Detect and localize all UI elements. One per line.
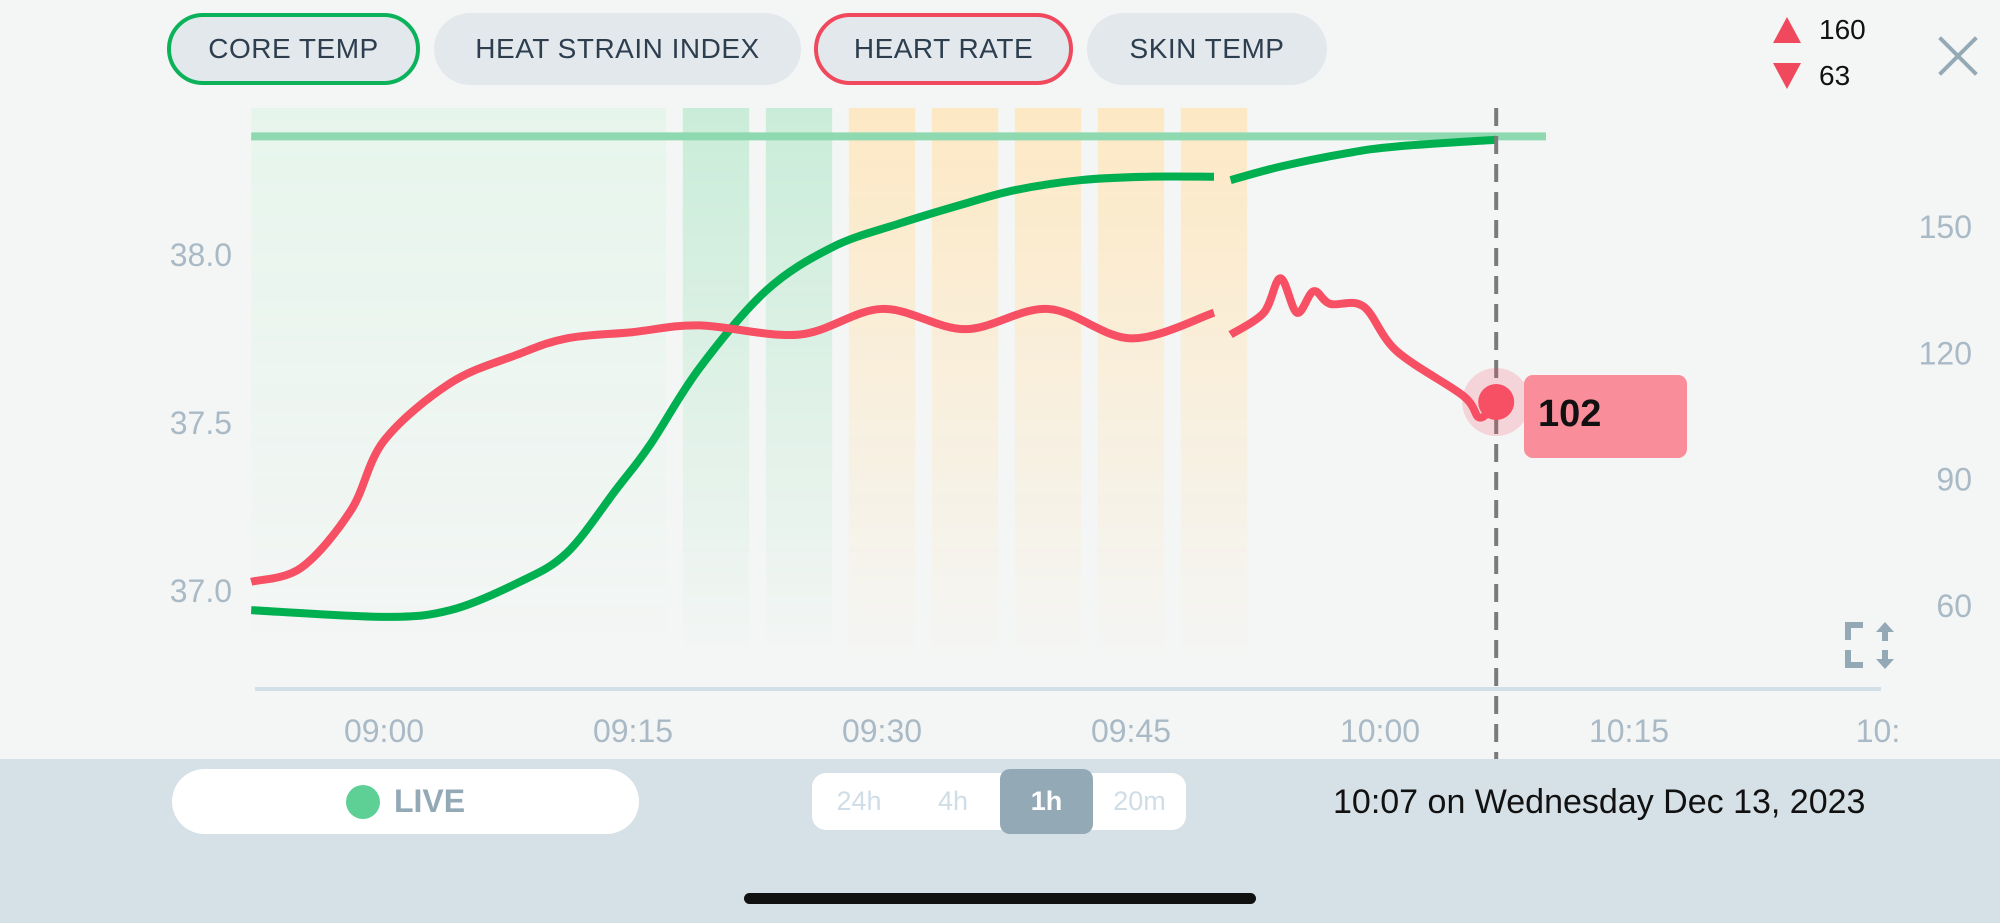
x-tick-label: 09:45 — [1091, 713, 1171, 749]
left-y-tick-label: 37.5 — [170, 405, 232, 441]
x-tick-label: 10:00 — [1340, 713, 1420, 749]
min-value: 63 — [1819, 60, 1851, 91]
range-4h[interactable]: 4h — [937, 786, 969, 816]
home-indicator[interactable] — [744, 893, 1256, 904]
tab-core-temp[interactable]: CORE TEMP — [167, 13, 420, 85]
band — [848, 108, 916, 660]
core-temp-line — [1229, 135, 1497, 184]
heart-rate-line — [250, 304, 1216, 586]
close-icon[interactable] — [1936, 34, 1980, 78]
triangle-up-icon — [1773, 17, 1801, 43]
x-tick-label: 10: — [1856, 713, 1900, 749]
band — [765, 108, 833, 660]
tab-label: HEART RATE — [853, 33, 1034, 64]
tab-heart-rate[interactable]: HEART RATE — [814, 13, 1073, 85]
heat-strain-bands — [251, 108, 1248, 660]
timestamp: 10:07 on Wednesday Dec 13, 2023 — [1333, 783, 1866, 821]
x-tick-label: 09:00 — [344, 713, 424, 749]
heart-rate-line — [1228, 274, 1500, 422]
range-24h[interactable]: 24h — [836, 786, 882, 816]
cursor-point — [1478, 384, 1515, 420]
tooltip-value: 102 — [1538, 393, 1602, 435]
triangle-down-icon — [1773, 63, 1801, 89]
right-y-tick-label: 90 — [1936, 462, 1972, 498]
live-button[interactable]: LIVE — [172, 769, 639, 834]
expand-axis-icon[interactable] — [1845, 622, 1894, 669]
x-tick-label: 09:30 — [842, 713, 922, 749]
tab-heat-strain-index[interactable]: HEAT STRAIN INDEX — [434, 13, 801, 85]
band — [1097, 108, 1165, 660]
legend-min: 63 — [1773, 60, 1850, 92]
band — [931, 108, 999, 660]
max-value: 160 — [1819, 14, 1866, 45]
time-cursor[interactable] — [1462, 108, 1531, 759]
tab-skin-temp[interactable]: SKIN TEMP — [1087, 13, 1327, 85]
right-y-tick-label: 60 — [1936, 588, 1972, 624]
tab-label: SKIN TEMP — [1129, 33, 1285, 64]
band — [1180, 108, 1248, 660]
right-y-tick-label: 120 — [1919, 335, 1972, 371]
range-1h[interactable]: 1h — [1000, 769, 1093, 834]
bottom-bar: LIVE 24h 4h 1h 20m 10:07 on Wednesday De… — [0, 759, 2000, 923]
left-y-tick-label: 37.0 — [170, 573, 232, 609]
core-temp-line — [250, 172, 1215, 621]
tab-label: CORE TEMP — [208, 33, 379, 64]
right-y-tick-label: 150 — [1919, 209, 1972, 245]
band — [251, 108, 667, 660]
x-tick-label: 09:15 — [593, 713, 673, 749]
value-tooltip: 102 — [1524, 375, 1687, 458]
live-dot-icon — [345, 784, 380, 819]
band — [1014, 108, 1082, 660]
range-20m[interactable]: 20m — [1113, 786, 1166, 816]
range-selector: 24h 4h 1h 20m — [812, 769, 1186, 834]
live-label: LIVE — [393, 783, 466, 819]
tab-label: HEAT STRAIN INDEX — [475, 33, 760, 64]
legend-max: 160 — [1773, 14, 1866, 46]
band — [682, 108, 750, 660]
left-y-tick-label: 38.0 — [170, 237, 232, 273]
x-tick-label: 10:15 — [1589, 713, 1669, 749]
